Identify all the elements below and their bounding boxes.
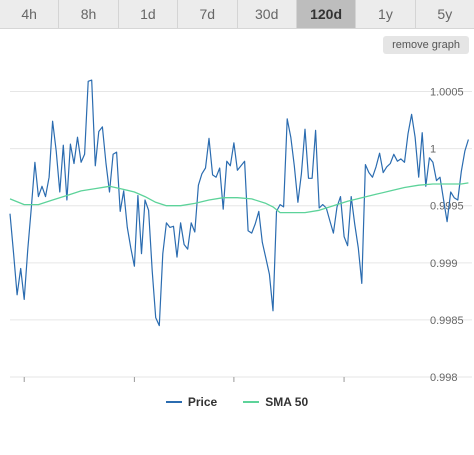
- tab-7d[interactable]: 7d: [178, 0, 238, 28]
- tab-1y[interactable]: 1y: [356, 0, 416, 28]
- y-tick-label: 0.999: [430, 258, 458, 270]
- y-tick-label: 0.9995: [430, 201, 464, 213]
- tab-120d[interactable]: 120d: [296, 0, 357, 28]
- timeframe-tabs: 4h 8h 1d 7d 30d 120d 1y 5y: [0, 0, 474, 29]
- y-tick-label: 0.998: [430, 372, 458, 384]
- tab-5y[interactable]: 5y: [437, 6, 453, 22]
- tab-30d[interactable]: 30d: [238, 0, 297, 28]
- y-tick-label: 1: [430, 144, 436, 156]
- grid: [10, 91, 472, 378]
- y-axis: 0.998 0.9985 0.999 0.9995 1 1.0005: [430, 87, 464, 384]
- series: [9, 79, 469, 327]
- legend: Price SMA 50: [0, 392, 474, 412]
- price-line: [9, 79, 469, 327]
- legend-item-sma[interactable]: SMA 50: [243, 395, 308, 409]
- legend-swatch-price: [165, 401, 182, 403]
- tab-1d[interactable]: 1d: [119, 0, 179, 28]
- legend-swatch-sma: [243, 401, 260, 403]
- legend-label-sma: SMA 50: [265, 395, 309, 409]
- tab-8h[interactable]: 8h: [59, 0, 119, 28]
- price-chart: 0.998 0.9985 0.999 0.9995 1 1.0005 Jan '26Feb…: [9, 79, 472, 384]
- sma-line: [9, 182, 469, 214]
- y-tick-label: 1.0005: [430, 87, 464, 99]
- legend-item-price[interactable]: Price: [165, 395, 218, 409]
- tab-4h[interactable]: 4h: [0, 0, 60, 28]
- legend-label-price: Price: [187, 395, 218, 409]
- y-tick-label: 0.9985: [430, 315, 464, 327]
- remove-graph-button[interactable]: remove graph: [383, 36, 469, 54]
- x-axis: Jan '26Feb '26Mar '26Apr '26: [23, 377, 345, 382]
